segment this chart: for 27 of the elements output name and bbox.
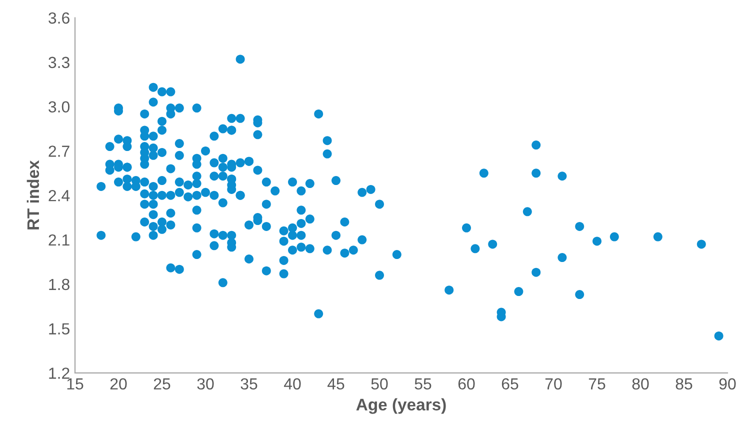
y-axis-title: RT index [26, 160, 40, 230]
y-tick-label: 2.7 [48, 146, 70, 157]
x-tick-label: 25 [154, 378, 170, 390]
x-tick-label: 90 [719, 378, 736, 390]
y-tick-label: 1.5 [49, 323, 70, 335]
y-tick-label: 1.2 [49, 368, 70, 379]
y-tick-label: 3.0 [48, 101, 70, 113]
x-tick-label: 15 [67, 378, 84, 390]
x-axis-title: Age (years) [356, 398, 446, 414]
x-tick-label: 60 [458, 378, 475, 390]
x-tick-label: 85 [676, 378, 692, 390]
x-tick-label: 80 [632, 378, 649, 390]
x-tick-label: 20 [110, 378, 127, 390]
y-tick-label: 3.3 [48, 56, 70, 68]
y-tick-label: 2.1 [48, 234, 70, 246]
x-tick-label: 75 [588, 378, 606, 390]
x-tick-label: 70 [545, 378, 562, 390]
x-tick-label: 55 [414, 378, 432, 390]
y-tick-label: 2.4 [48, 190, 70, 202]
y-tick-label: 1.8 [49, 278, 70, 290]
y-tick-label: 3.6 [48, 12, 70, 24]
x-tick-label: 40 [284, 378, 301, 390]
x-tick-label: 50 [371, 378, 388, 390]
x-tick-label: 45 [327, 378, 344, 390]
x-tick-label: 65 [502, 378, 518, 390]
x-tick-label: 30 [197, 378, 214, 390]
x-tick-label: 35 [240, 378, 258, 390]
